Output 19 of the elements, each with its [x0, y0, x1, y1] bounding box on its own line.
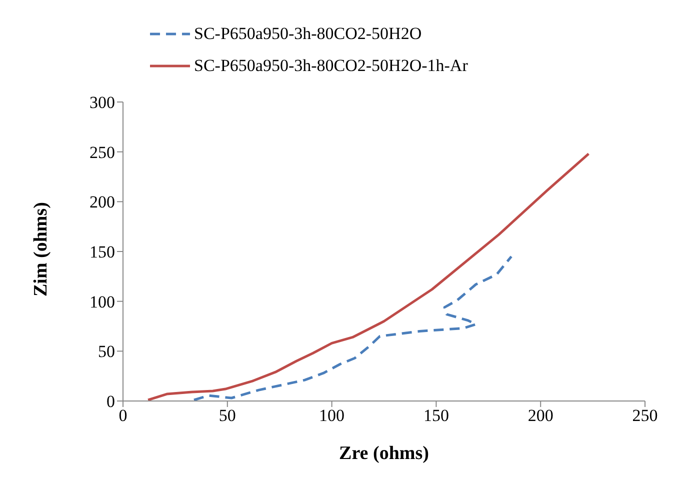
x-tick-label: 50: [218, 406, 236, 426]
y-tick-label: 100: [90, 292, 115, 312]
y-tick-label: 50: [98, 342, 115, 362]
y-tick-label: 150: [90, 242, 115, 262]
legend-label: SC-P650a950-3h-80CO2-50H2O-1h-Ar: [194, 56, 468, 76]
x-axis-title: Zre (ohms): [339, 443, 429, 464]
x-tick-label: 100: [319, 406, 345, 426]
x-tick-label: 200: [528, 406, 554, 426]
y-tick-label: 250: [90, 142, 115, 162]
legend-label: SC-P650a950-3h-80CO2-50H2O: [194, 24, 422, 44]
y-tick-label: 0: [106, 392, 115, 412]
line-series: [192, 255, 513, 401]
x-tick-label: 250: [632, 406, 658, 426]
x-tick-label: 0: [118, 406, 128, 426]
y-axis-title: Zim (ohms): [30, 202, 52, 296]
y-tick-label: 300: [90, 93, 115, 112]
y-tick-label: 200: [90, 192, 115, 212]
line-series: [146, 152, 590, 401]
x-tick-label: 150: [423, 406, 449, 426]
